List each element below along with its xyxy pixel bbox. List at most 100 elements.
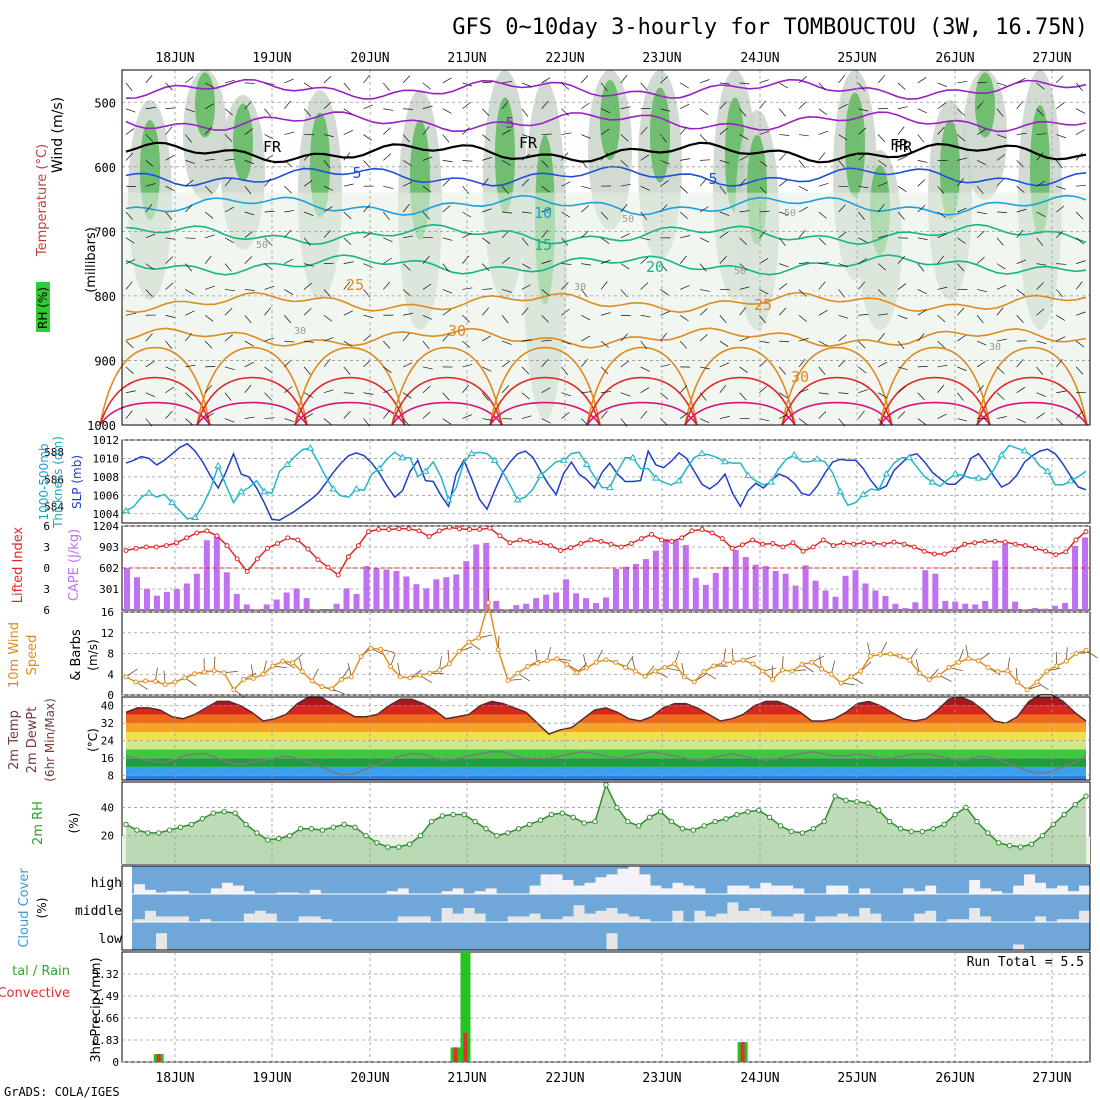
rh-marker [363,833,369,839]
wind-speed-marker [1054,663,1060,669]
cloud-cover-bar [134,884,145,894]
wind-barb [462,287,473,290]
cloud-cover-bar [408,916,420,922]
cloud-cover-bar [749,888,761,894]
li-marker [305,546,311,552]
y-label-rh-units: (%) [67,813,81,834]
contour-label: 25 [754,296,772,314]
boundary-layer-isotherm [684,376,796,426]
cape-bar [682,545,689,610]
li-marker [1083,529,1089,535]
wind-speed-marker [290,660,296,666]
wind-barb [620,263,630,270]
wind-speed-marker [123,674,129,680]
wind-barb [521,263,531,269]
wind-barb [1036,211,1046,217]
boundary-layer-isotherm [196,376,308,426]
wind-barb [917,309,927,316]
cape-bar [143,588,150,610]
cloud-cover-bar [705,916,717,922]
cloud-cover-bar [287,892,299,894]
thickness-marker [905,453,914,461]
li-marker [204,528,210,534]
panel-slp-frame [121,439,1091,524]
wind-speed-marker [525,663,531,669]
thickness-marker [928,478,937,485]
thickness-marker [813,455,822,462]
wind-barb [679,340,688,349]
li-marker [972,540,978,546]
wind-barb [125,281,133,290]
cape-bar [872,590,879,610]
thickness-marker [191,513,200,521]
wind-barb [422,314,433,320]
wind-barb [739,237,748,246]
wind-barb [699,178,707,187]
temp-color-band [126,749,1086,759]
cape-bar [882,596,889,610]
cloud-cover-bar [309,889,321,894]
wind-barb [304,263,314,267]
wind-speed-marker [446,661,452,667]
wind-barb [145,333,153,342]
precip-convective-bar [453,1047,458,1062]
wind-barb [363,134,372,141]
wind-barb [838,314,849,319]
wind-barb [699,206,709,213]
wind-speed-marker [221,670,227,676]
wind-barb [1056,390,1067,394]
wind-barb [957,418,968,422]
wind-barb [917,392,925,401]
wind-barb [422,185,432,193]
wind-barb [323,160,331,169]
y-tick-label-slp: 1008 [93,471,120,484]
rh-marker [232,810,238,816]
wind-barb [897,366,908,371]
wind-speed-marker [985,665,991,671]
y-tick-label-pressure: 600 [94,161,116,175]
y-label-wind-units: (m/s) [86,639,100,670]
wind-barb [620,314,631,317]
wind-barb [1016,185,1025,193]
rh-marker [603,782,609,788]
wind-barb [957,307,965,316]
wind-barb [561,366,568,375]
wind-speed-marker [339,676,345,682]
wind-barb [521,153,530,161]
wind-barb [897,126,905,135]
wind-barb [759,289,769,295]
y-tick-label-slp: 1006 [93,489,120,502]
thickness-marker [675,476,683,484]
precip-convective-bar [156,1054,161,1062]
y-tick-label-slp: 1004 [93,508,120,521]
wind-speed-marker [603,657,609,663]
boundary-layer-isotherm [976,401,1088,426]
wind-barb [858,314,869,316]
wind-barb [383,257,392,264]
cape-bar [313,609,320,610]
li-marker [901,541,907,547]
wind-speed-marker [1083,647,1089,653]
wind-barb [541,289,550,296]
wind-barb [838,134,848,141]
wind-barb [778,307,787,316]
wind-barb [264,210,275,213]
cloud-cover-bar [144,889,156,894]
li-marker [921,548,927,554]
wind-barb [125,128,135,135]
rh-marker [974,818,980,825]
wind-barb [838,392,849,395]
wind-barb [917,289,927,295]
wind-barb [917,179,926,187]
wind-barb [541,339,552,342]
rh-shade-core [650,87,670,183]
contour-label: 30 [989,342,1001,353]
y-tick-label-li: 3 [43,583,50,596]
wind-barb [303,413,314,419]
wind-barb [699,334,708,342]
wind-barb [363,359,371,368]
wind-barb [343,130,353,135]
wind-barb [739,263,748,271]
wind-barb [680,158,691,161]
wind-barb [462,315,470,323]
